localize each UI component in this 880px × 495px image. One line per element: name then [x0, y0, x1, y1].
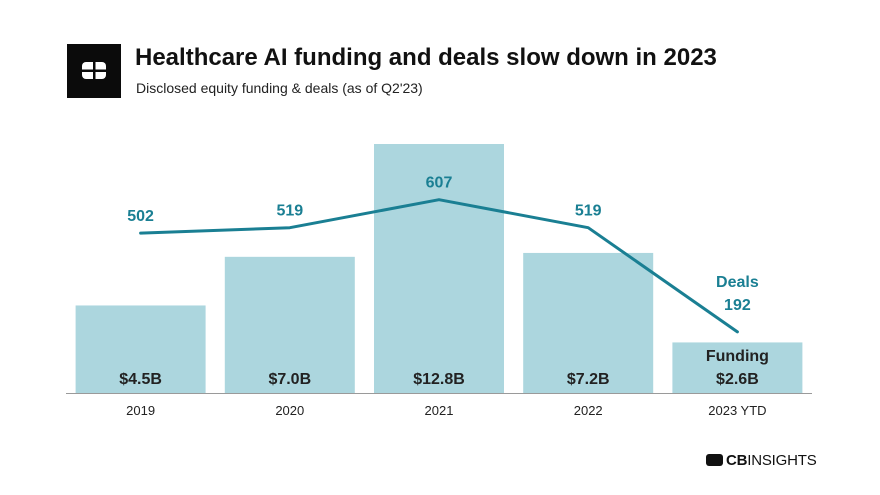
deals-label: 519: [575, 203, 602, 220]
brand-light: INSIGHTS: [747, 452, 817, 469]
funding-label: $7.2B: [567, 371, 610, 388]
chart-title: Healthcare AI funding and deals slow dow…: [135, 44, 717, 71]
brand-footer: CBINSIGHTS: [706, 452, 817, 469]
funding-bar-2022: [523, 252, 654, 393]
funding-series-label: Funding: [706, 348, 769, 365]
x-tick-label: 2019: [126, 403, 155, 418]
funding-label: $4.5B: [119, 371, 162, 388]
deals-label: 192: [724, 297, 751, 314]
x-tick-label: 2023 YTD: [708, 403, 766, 418]
funding-label: $12.8B: [413, 371, 465, 388]
deals-label: 502: [127, 208, 154, 225]
deals-label: 519: [276, 203, 303, 220]
funding-label: $7.0B: [268, 371, 311, 388]
funding-bar-2021: [374, 144, 504, 393]
funding-bar-2019: [75, 305, 206, 393]
x-tick-label: 2021: [425, 403, 454, 418]
deals-line: [139, 198, 739, 334]
brand-bold: CB: [726, 452, 748, 469]
deals-label: 607: [426, 175, 453, 192]
cb-insights-logo-icon: [67, 44, 121, 98]
deals-series-label: Deals: [716, 274, 759, 291]
x-tick-label: 2022: [574, 403, 603, 418]
chart-subtitle: Disclosed equity funding & deals (as of …: [136, 80, 423, 96]
funding-bar-2023-ytd: [672, 342, 803, 393]
funding-bar-2020: [224, 256, 355, 393]
x-tick-label: 2020: [275, 403, 304, 418]
funding-label: $2.6B: [716, 371, 759, 388]
cb-insights-footer-icon: [706, 454, 723, 466]
